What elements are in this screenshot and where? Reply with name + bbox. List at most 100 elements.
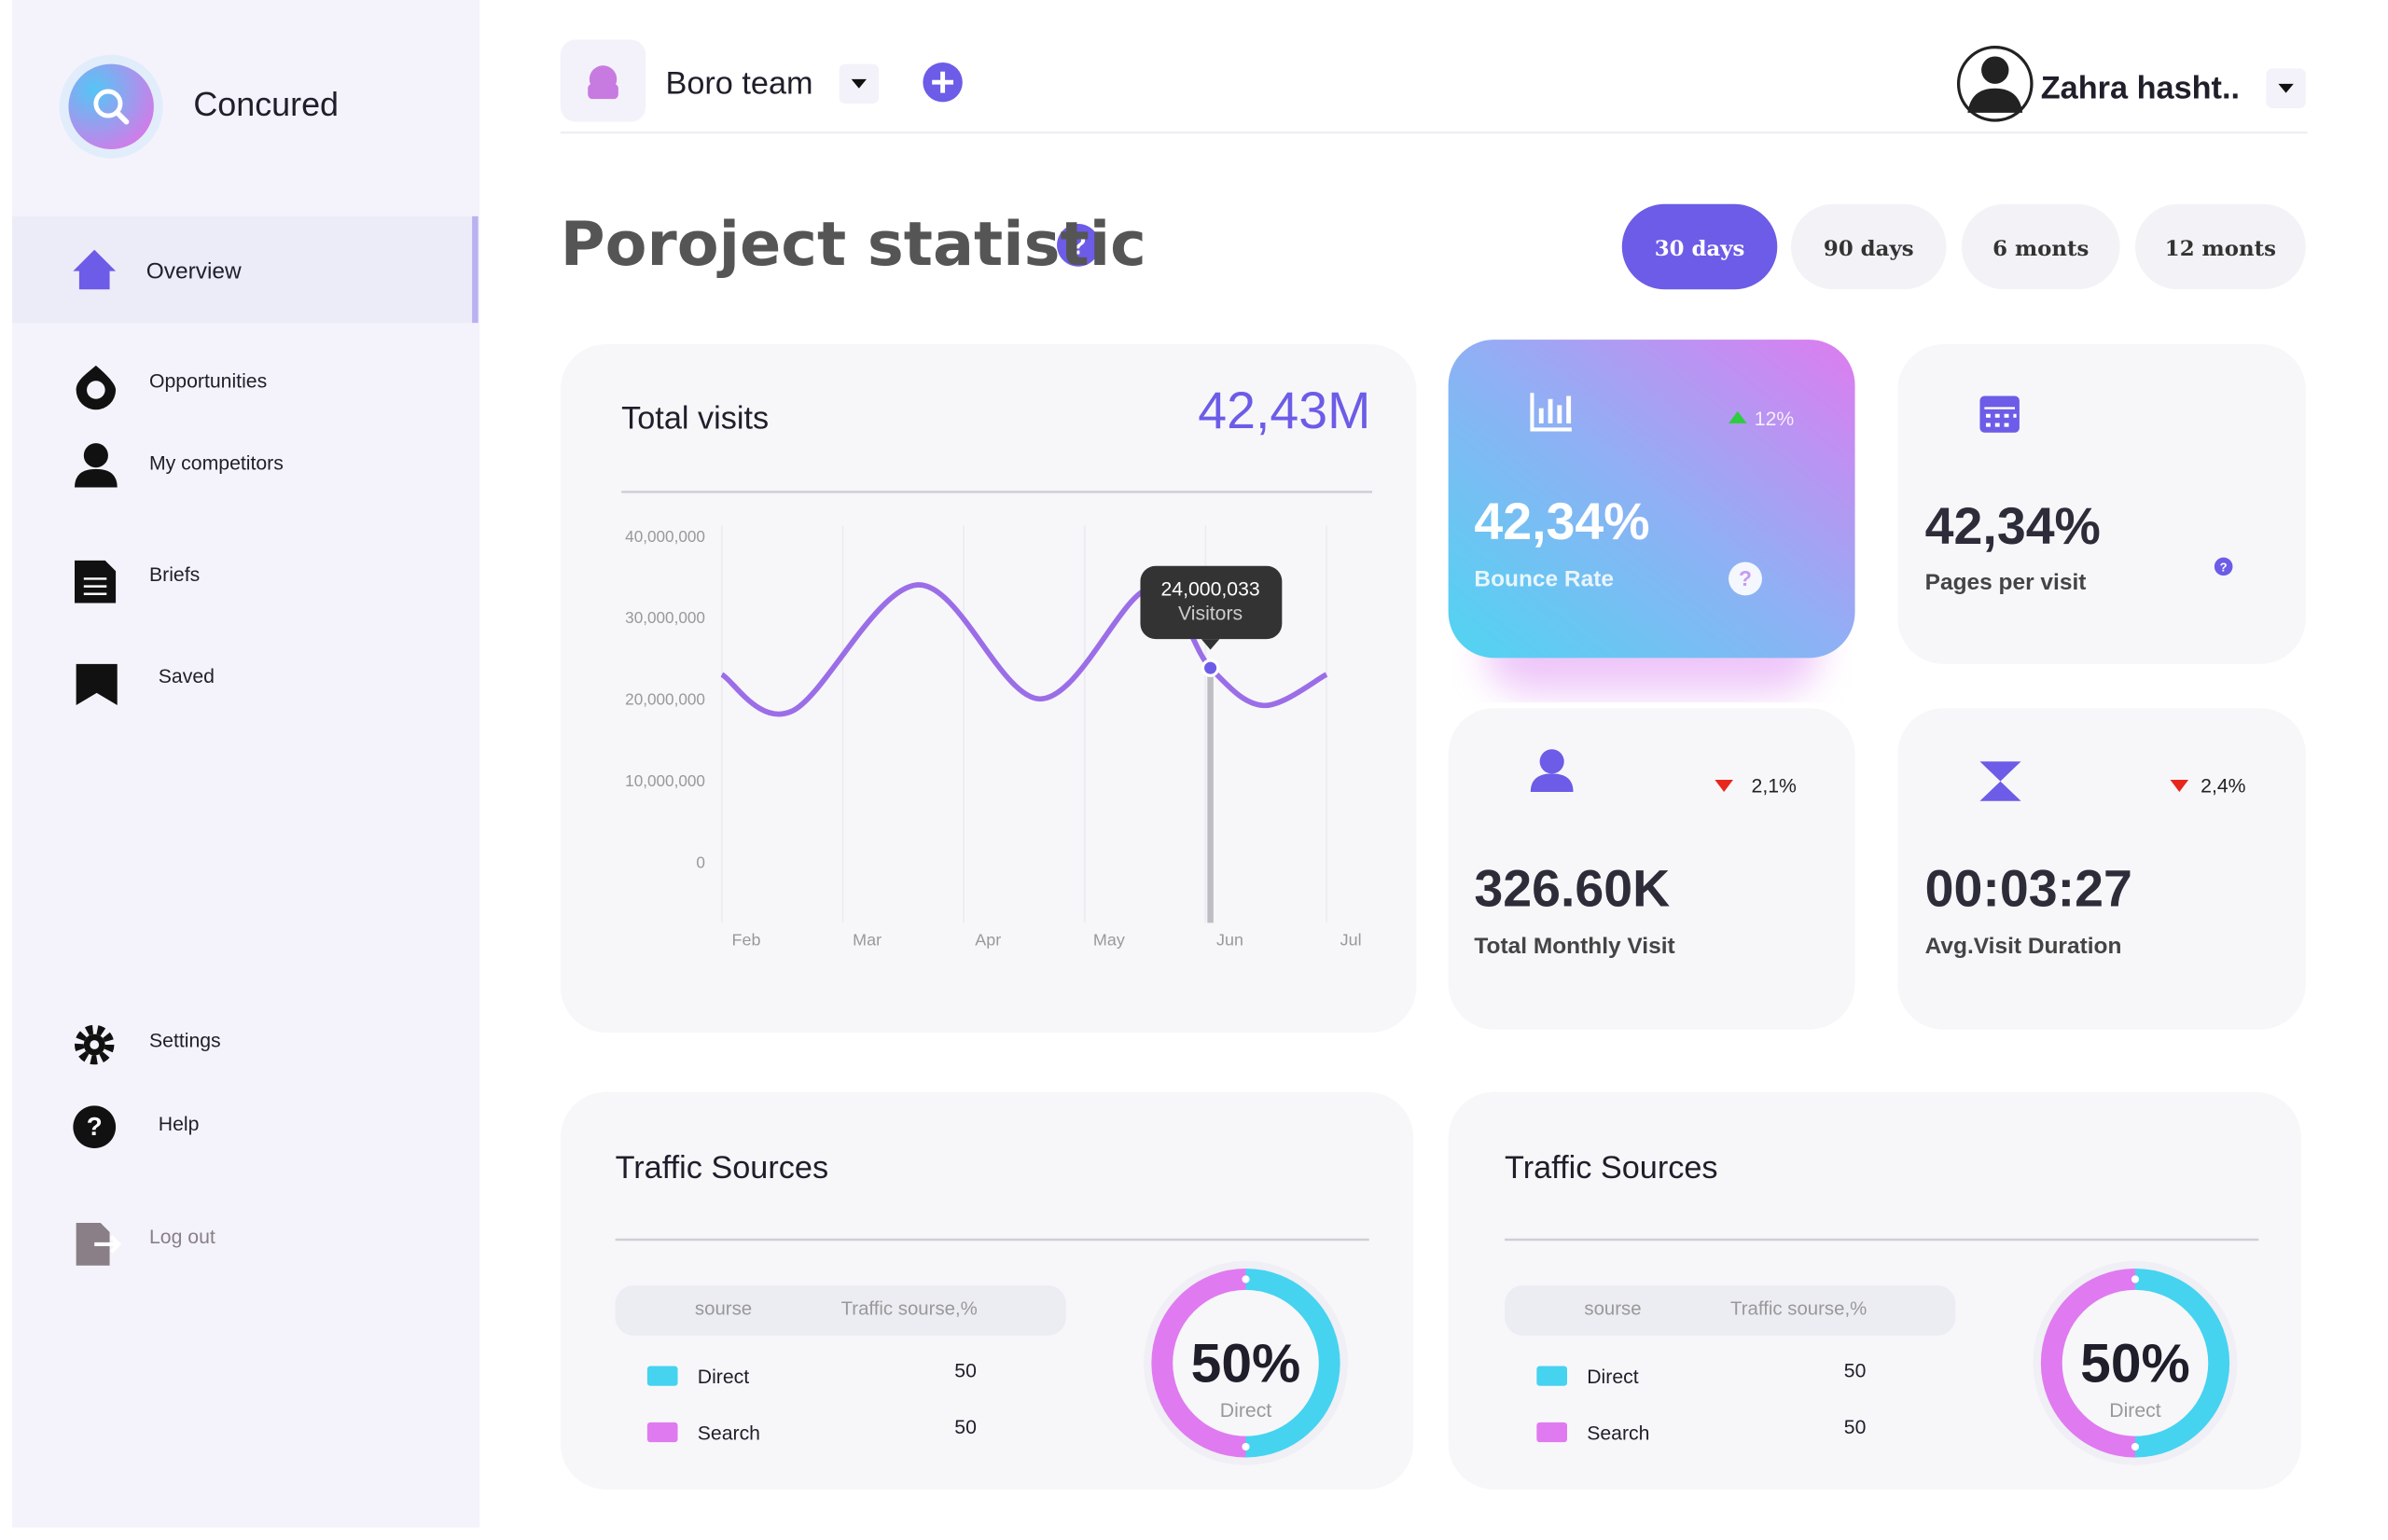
donut-dot (2131, 1275, 2140, 1283)
tooltip-value: 24,000,033 (1160, 578, 1259, 600)
x-tick-label: Jun (1216, 931, 1243, 950)
period-label[interactable]: 90 days (1824, 237, 1914, 261)
icon-chart (1538, 395, 1572, 423)
icon-chart (1530, 393, 1572, 432)
stat-change: 12% (1755, 409, 1795, 430)
logo-icon (93, 89, 123, 118)
x-tick-label: May (1093, 931, 1125, 950)
column-header: sourse (1584, 1299, 1641, 1320)
nav-item[interactable]: Help (159, 1114, 200, 1135)
donut-label: Direct (2109, 1400, 2161, 1422)
period-button[interactable] (1961, 203, 2120, 290)
nav-item[interactable]: Overview (146, 259, 242, 284)
add-icon (932, 71, 954, 93)
donut-segment (1151, 1269, 1246, 1458)
column-header: Traffic sourse,% (1730, 1299, 1867, 1320)
line-series (720, 582, 1328, 717)
icon-person (1530, 773, 1574, 793)
x-tick-label: Apr (975, 931, 1001, 950)
hover-point (1201, 659, 1220, 677)
icon-logout (76, 1223, 110, 1266)
stat-change: 2,1% (1752, 776, 1797, 798)
page-title: Poroject statistic (561, 209, 1146, 280)
help-mark: ? (1739, 566, 1752, 590)
legend-swatch (646, 1422, 678, 1443)
donut-inner (1173, 1289, 1319, 1436)
icon-user (75, 468, 118, 488)
donut-inner (2062, 1289, 2209, 1436)
down-arrow (2170, 779, 2189, 793)
stat-value: 42,34% (1474, 493, 1649, 550)
legend-swatch (1536, 1422, 1567, 1443)
x-tick-label: Feb (732, 931, 761, 950)
icon-doc (75, 560, 117, 604)
stat-label: Avg.Visit Duration (1925, 934, 2122, 959)
help-mark: ? (2220, 560, 2228, 574)
period-button[interactable] (2134, 203, 2306, 290)
logo (68, 63, 154, 150)
title-help[interactable] (1057, 224, 1100, 267)
icon-person (1539, 749, 1564, 774)
team-name: Boro team (665, 66, 812, 102)
row-value: 50 (954, 1417, 977, 1438)
period-label[interactable]: 6 monts (1992, 237, 2089, 261)
y-tick-label: 10,000,000 (625, 771, 705, 790)
period-label[interactable]: 30 days (1655, 237, 1745, 261)
period-button[interactable] (1791, 203, 1947, 290)
donut-value: 50% (2080, 1334, 2190, 1394)
up-arrow (1729, 410, 1747, 423)
nav-item[interactable]: Log out (149, 1227, 215, 1248)
stat-change: 2,4% (2201, 776, 2245, 798)
nav-item[interactable]: Briefs (149, 564, 200, 586)
icon-help (73, 1105, 117, 1149)
column-header: sourse (695, 1299, 752, 1320)
nav-item[interactable]: Opportunities (149, 370, 267, 392)
tooltip (1140, 565, 1283, 640)
y-tick-label: 30,000,000 (625, 608, 705, 627)
down-arrow (1715, 779, 1733, 793)
stat-label: Bounce Rate (1474, 567, 1614, 592)
legend-swatch (1536, 1366, 1567, 1386)
card-title: Total visits (621, 401, 769, 437)
donut-label: Direct (1220, 1400, 1272, 1422)
help-icon[interactable] (1729, 562, 1762, 596)
icon-settings (75, 1024, 115, 1065)
y-tick-label: 40,000,000 (625, 527, 705, 546)
period-button[interactable] (1621, 203, 1778, 290)
donut-value: 50% (1191, 1334, 1301, 1394)
visits-card (560, 344, 1417, 1033)
donut-dot (1242, 1442, 1250, 1451)
icon-fire (76, 365, 117, 410)
stat-label: Pages per visit (1925, 570, 2087, 595)
icon-user (83, 443, 108, 468)
stat-value: 42,34% (1925, 497, 2101, 555)
nav-item[interactable]: Saved (159, 666, 215, 687)
icon-bookmark (76, 663, 118, 705)
icon-help-mark: ? (87, 1112, 103, 1141)
brand: Concured (193, 85, 339, 123)
row-source: Search (1587, 1423, 1649, 1445)
row-value: 50 (954, 1361, 977, 1382)
card-title: Traffic Sources (1505, 1150, 1718, 1186)
team-icon (588, 83, 618, 100)
y-tick-label: 20,000,000 (625, 690, 705, 709)
tooltip-label: Visitors (1178, 604, 1243, 625)
donut-segment (1245, 1269, 1340, 1458)
x-tick-label: Jul (1340, 931, 1362, 950)
nav-active-bar (472, 215, 479, 324)
dropdown-arrow (2278, 83, 2294, 93)
table-header (1505, 1284, 1956, 1336)
donut-dot (1242, 1275, 1250, 1283)
row-value: 50 (1844, 1417, 1867, 1438)
help-icon[interactable] (2214, 557, 2233, 576)
icon-home (73, 249, 117, 290)
row-source: Direct (698, 1367, 750, 1388)
nav-item[interactable]: My competitors (149, 453, 284, 475)
column-header: Traffic sourse,% (841, 1299, 978, 1320)
icon-calendar-days (1985, 413, 2017, 427)
period-label[interactable]: 12 monts (2165, 237, 2276, 261)
row-value: 50 (1844, 1361, 1867, 1382)
nav-item[interactable]: Settings (149, 1030, 221, 1051)
table-header (615, 1284, 1066, 1336)
